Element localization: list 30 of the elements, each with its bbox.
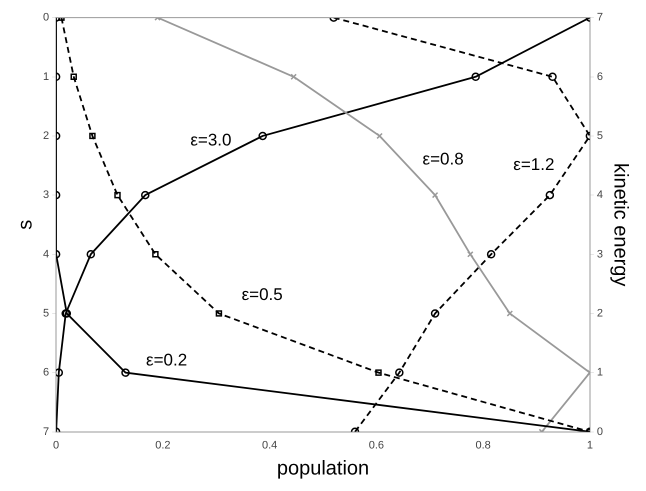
y2-tick-label: 2	[596, 307, 604, 320]
series-label: ε=0.2	[146, 350, 188, 370]
y-tick-label: 2	[42, 130, 50, 142]
y2-tick-label: 3	[596, 248, 604, 260]
y-axis-title: s	[14, 220, 37, 230]
y-tick-label: 1	[42, 70, 50, 83]
series-label: ε=0.5	[242, 285, 283, 304]
x-tick-label: 0.8	[475, 439, 491, 452]
x-tick-label: 0	[53, 439, 60, 452]
x-tick-label: 1	[586, 439, 593, 452]
y-tick-label: 4	[42, 248, 50, 260]
y2-tick-label: 5	[596, 130, 604, 142]
y-tick-label: 7	[42, 426, 50, 438]
y-tick-label: 0	[42, 12, 50, 24]
series-label: ε=1.2	[513, 155, 554, 174]
y2-tick-label: 7	[596, 12, 604, 24]
x-tick-label: 0.2	[155, 439, 171, 452]
y-tick-label: 6	[42, 366, 50, 379]
x-tick-label: 0.6	[368, 439, 384, 452]
x-tick-label: 0.4	[262, 439, 278, 452]
y2-axis-title: kinetic energy	[609, 162, 632, 286]
y2-tick-label: 4	[596, 189, 604, 202]
x-axis-title: population	[276, 458, 370, 480]
y2-tick-label: 1	[596, 366, 604, 379]
y-tick-label: 3	[42, 189, 50, 202]
series-label: ε=3.0	[190, 130, 232, 150]
series-label: ε=0.8	[422, 149, 464, 168]
y2-tick-label: 0	[596, 426, 604, 438]
y-tick-label: 5	[42, 307, 50, 320]
y2-tick-label: 6	[596, 70, 604, 83]
